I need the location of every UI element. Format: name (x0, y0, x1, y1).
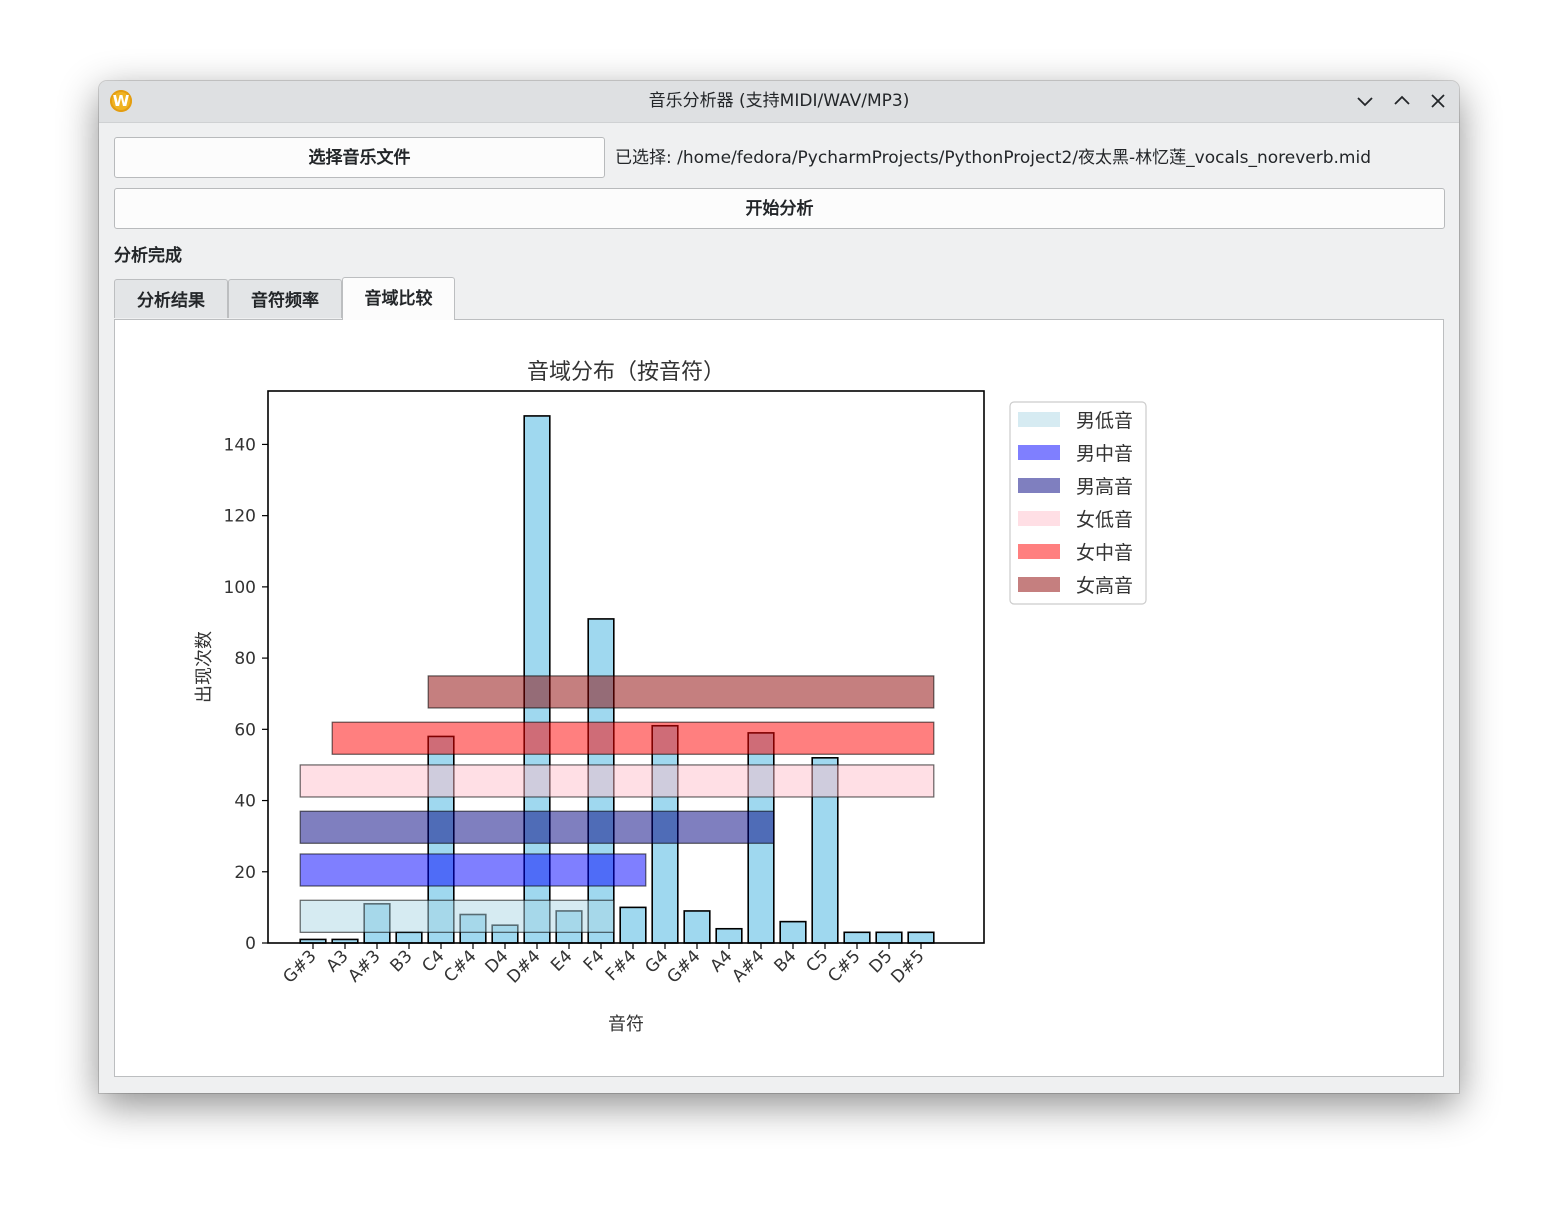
status-label: 分析完成 (114, 246, 182, 266)
range-band-3 (299, 764, 935, 798)
selected-file-path: 已选择: /home/fedora/PycharmProjects/Python… (615, 148, 1372, 168)
x-tick-label: A#4 (728, 946, 768, 986)
x-tick-label: E4 (547, 946, 576, 975)
x-tick-label: B4 (770, 946, 800, 976)
legend-swatch (1018, 577, 1060, 592)
chart-title: 音域分布（按音符） (527, 360, 725, 385)
legend-swatch (1018, 445, 1060, 460)
app-logo-icon: W (110, 90, 132, 112)
bar-D#5 (907, 931, 935, 944)
x-tick-label: D#5 (887, 946, 928, 987)
y-tick-label: 80 (234, 649, 256, 669)
close-icon[interactable] (1426, 89, 1450, 113)
y-tick-label: 20 (234, 863, 256, 883)
bar-B3 (395, 931, 423, 944)
minimize-chevron-down-icon[interactable] (1353, 89, 1377, 113)
chart-panel: 音域分布（按音符） 0 20 40 60 80 100 120 140 G#3 A3 A#3 B3 C4 C… (114, 319, 1444, 1077)
y-tick-label: 60 (234, 720, 256, 740)
x-tick-label: A#3 (344, 946, 384, 986)
bar-B4 (779, 920, 807, 944)
bar-D5 (875, 931, 903, 944)
bar-G#4 (683, 910, 711, 944)
title-bar[interactable]: W 音乐分析器 (支持MIDI/WAV/MP3) (99, 81, 1459, 123)
legend-label: 女低音 (1076, 509, 1133, 531)
x-tick-label: G#3 (279, 946, 320, 987)
x-tick-label: C#4 (440, 946, 480, 986)
legend-swatch (1018, 511, 1060, 526)
tab-range-comparison[interactable]: 音域比较 (342, 277, 455, 320)
range-band-4 (331, 721, 935, 755)
legend-swatch (1018, 544, 1060, 559)
range-band-0 (299, 899, 615, 933)
legend-label: 女中音 (1076, 542, 1133, 564)
bar-C#5 (843, 931, 871, 944)
legend-label: 女高音 (1076, 575, 1133, 597)
range-band-5 (427, 675, 935, 709)
legend-swatch (1018, 412, 1060, 427)
y-axis-label: 出现次数 (194, 631, 215, 703)
legend-label: 男中音 (1076, 443, 1133, 465)
x-tick-label: D#4 (503, 946, 544, 987)
x-tick-label: C#5 (824, 946, 864, 986)
legend-label: 男低音 (1076, 410, 1133, 432)
x-axis-label: 音符 (608, 1014, 644, 1035)
y-tick-label: 0 (245, 934, 256, 954)
y-tick-label: 40 (234, 792, 256, 812)
window-title: 音乐分析器 (支持MIDI/WAV/MP3) (648, 91, 910, 111)
legend-label: 男高音 (1076, 476, 1133, 498)
y-tick-label: 100 (224, 578, 256, 598)
range-band-1 (299, 853, 647, 887)
range-band-2 (299, 810, 775, 844)
y-tick-label: 140 (224, 435, 256, 455)
bar-F#4 (619, 906, 647, 944)
tab-analysis-results[interactable]: 分析结果 (114, 279, 228, 318)
x-tick-label: F#4 (602, 946, 641, 985)
legend-box (1009, 401, 1147, 605)
start-analysis-button[interactable]: 开始分析 (114, 188, 1445, 229)
tab-note-frequency[interactable]: 音符频率 (228, 279, 342, 318)
maximize-chevron-up-icon[interactable] (1390, 89, 1414, 113)
plot-frame (267, 390, 985, 944)
x-tick-label: G#4 (663, 946, 704, 987)
app-window: W 音乐分析器 (支持MIDI/WAV/MP3) 选择音乐文件 已选择: /ho… (99, 81, 1459, 1093)
x-tick-label: B3 (386, 946, 416, 976)
legend-swatch (1018, 478, 1060, 493)
bar-A4 (715, 927, 743, 944)
y-tick-label: 120 (224, 507, 256, 527)
select-file-button[interactable]: 选择音乐文件 (114, 137, 605, 178)
